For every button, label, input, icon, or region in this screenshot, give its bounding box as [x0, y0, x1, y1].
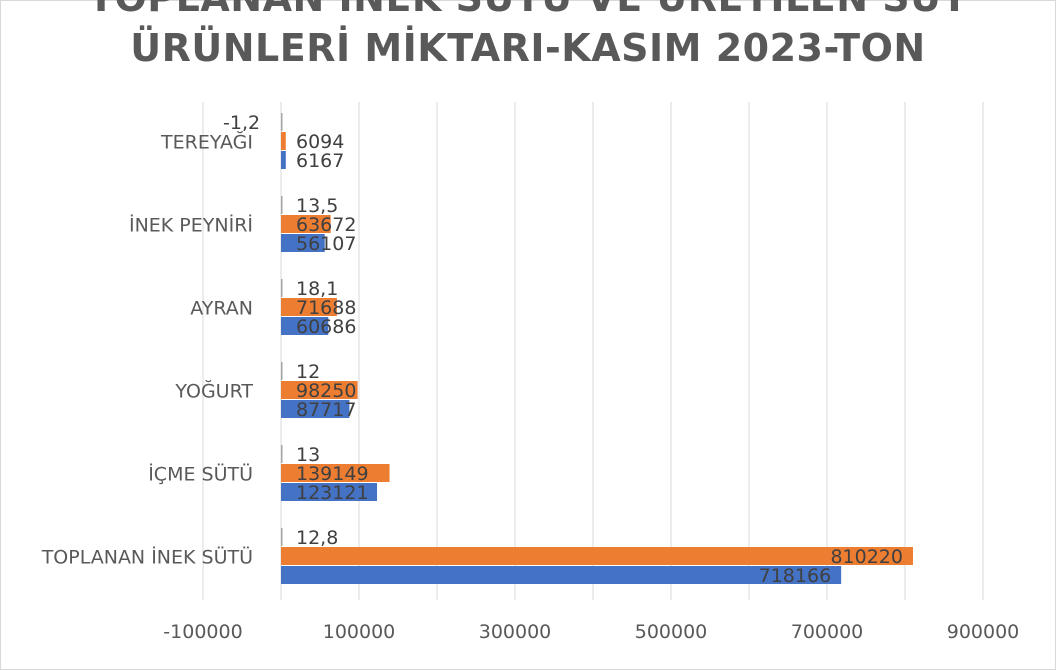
data-label: 98250: [296, 380, 356, 402]
data-label: 12: [296, 361, 320, 383]
category-label: İNEK PEYNİRİ: [129, 214, 253, 237]
category-label: TEREYAĞI: [160, 130, 253, 154]
data-label: 6167: [296, 150, 344, 172]
chart-title-line-1: TOPLANAN İNEK SÜTÜ VE ÜRETİLEN SÜT: [0, 0, 1056, 20]
x-tick-label: 100000: [323, 621, 396, 643]
data-label: 6094: [296, 131, 344, 153]
bar: [281, 132, 286, 150]
bar: [281, 547, 913, 565]
bar: [281, 215, 331, 233]
bar: [281, 464, 390, 482]
bar: [281, 445, 283, 463]
bar: [281, 234, 325, 252]
data-label: 13,5: [296, 195, 338, 217]
category-label: AYRAN: [190, 298, 253, 320]
bar: [281, 566, 842, 584]
bars: [280, 113, 913, 584]
data-label: 71688: [296, 297, 356, 319]
chart-title-line-2: ÜRÜNLERİ MİKTARI-KASIM 2023-TON: [130, 26, 926, 70]
x-tick-label: 700000: [791, 621, 864, 643]
bar: [280, 113, 283, 131]
bar: [281, 298, 337, 316]
data-label: 13: [296, 444, 320, 466]
bar: [281, 400, 350, 418]
category-label: YOĞURT: [174, 379, 253, 403]
data-label: 123121: [296, 482, 369, 504]
legend-clipped: [392, 660, 442, 670]
bar: [281, 528, 283, 546]
data-label: 87717: [296, 399, 356, 421]
bar: [281, 483, 378, 501]
bar: [281, 151, 286, 169]
data-label: 810220: [830, 546, 903, 568]
bar: [281, 381, 358, 399]
category-label: İÇME SÜTÜ: [148, 463, 253, 486]
data-label: 718166: [759, 565, 832, 587]
bar: [281, 196, 283, 214]
category-labels: TOPLANAN İNEK SÜTÜ İÇME SÜTÜ YOĞURT AYRAN İN…: [41, 130, 254, 569]
data-label: -1,2: [223, 112, 260, 134]
x-axis-tick-labels: -100000 100000 300000 500000 700000 900000: [163, 621, 1019, 643]
x-tick-label: 900000: [947, 621, 1020, 643]
data-label: 63672: [296, 214, 356, 236]
data-label: 139149: [296, 463, 369, 485]
category-label: TOPLANAN İNEK SÜTÜ: [41, 546, 253, 569]
bar: [281, 279, 283, 297]
x-tick-label: -100000: [163, 621, 242, 643]
data-label: 12,8: [296, 527, 338, 549]
x-tick-label: 300000: [479, 621, 552, 643]
bar: [281, 317, 329, 335]
gridlines: [202, 102, 984, 600]
data-label: 56107: [296, 233, 356, 255]
x-tick-label: 500000: [635, 621, 708, 643]
data-label: 18,1: [296, 278, 338, 300]
bar: [281, 362, 283, 380]
data-label: 60686: [296, 316, 356, 338]
